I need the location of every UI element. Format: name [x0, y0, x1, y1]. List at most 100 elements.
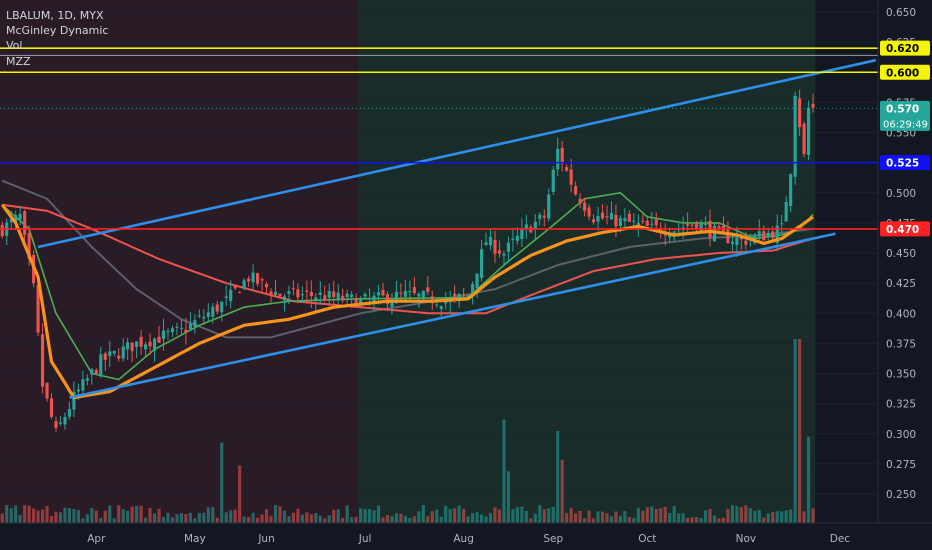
- candle-body: [511, 238, 515, 240]
- candle-body: [152, 338, 157, 351]
- candle-body: [811, 104, 815, 108]
- candle-body: [18, 213, 22, 220]
- volume-bar: [560, 459, 564, 523]
- volume-bar: [596, 511, 600, 523]
- candle-body: [233, 285, 237, 289]
- volume-bar: [323, 518, 327, 523]
- price-level-label: [880, 221, 930, 237]
- trendline-resistance[interactable]: [37, 58, 877, 249]
- volume-bar: [381, 517, 385, 523]
- time-tick-label: Aug: [453, 533, 474, 545]
- volume-histogram: [0, 339, 815, 523]
- volume-bar: [363, 508, 367, 523]
- volume-bar: [385, 515, 390, 523]
- volume-bar: [58, 512, 63, 523]
- volume-bar: [663, 506, 667, 523]
- volume-bar: [529, 518, 533, 523]
- candle-body: [345, 293, 349, 298]
- volume-bar: [511, 509, 515, 523]
- candle-body: [717, 226, 721, 228]
- price-tick-label: 0.425: [886, 278, 916, 290]
- candle-body: [609, 213, 614, 220]
- candle-body: [336, 292, 340, 300]
- indicator-mzz-label[interactable]: MZZ: [6, 55, 31, 68]
- candle-body: [730, 241, 734, 244]
- volume-bar: [345, 505, 349, 523]
- volume-bar: [506, 471, 511, 523]
- volume-bar: [753, 510, 757, 523]
- ma-grey-line: [1, 179, 814, 339]
- volume-bar: [547, 508, 551, 523]
- volume-bar: [484, 516, 488, 523]
- price-tick-label: 0.450: [886, 248, 916, 260]
- indicator-vol-label[interactable]: Vol: [6, 39, 23, 52]
- volume-bar: [569, 507, 573, 523]
- candle-body: [551, 169, 555, 192]
- candle-body: [533, 221, 537, 230]
- candle-body: [399, 292, 403, 294]
- price-level-label-text: 0.570: [886, 103, 919, 115]
- volume-bar: [757, 509, 761, 523]
- candle-body: [63, 417, 67, 425]
- candle-body: [623, 218, 627, 222]
- volume-bar: [206, 507, 210, 523]
- volume-bar: [327, 515, 331, 523]
- indicator-mcginley-label[interactable]: McGinley Dynamic: [6, 24, 109, 37]
- candle-body: [789, 174, 793, 206]
- volume-bar: [453, 508, 457, 523]
- volume-bar: [802, 511, 806, 523]
- candle-body: [278, 293, 282, 297]
- price-tick-label: 0.325: [886, 399, 916, 411]
- candle-body: [372, 295, 376, 302]
- volume-bar: [54, 511, 58, 523]
- candle-body: [166, 331, 170, 333]
- volume-bar: [233, 509, 237, 523]
- volume-bar: [497, 509, 502, 523]
- volume-bar: [394, 513, 399, 523]
- time-tick-label: Jul: [358, 533, 372, 545]
- candle-body: [130, 342, 134, 352]
- candle-body: [556, 148, 560, 170]
- volume-bar: [408, 517, 412, 523]
- volume-bar: [103, 510, 107, 523]
- volume-bar: [175, 514, 179, 523]
- volume-bar: [641, 510, 645, 523]
- candle-body: [85, 378, 89, 381]
- ma-fast-line: [1, 191, 814, 381]
- volume-bar: [305, 512, 309, 523]
- candle-body: [793, 95, 797, 177]
- candle-body: [668, 234, 672, 238]
- candle-body: [775, 225, 779, 243]
- time-tick-label: Apr: [87, 533, 106, 545]
- trendline-support[interactable]: [69, 232, 836, 399]
- candle-body: [641, 220, 645, 222]
- candle-body: [712, 225, 717, 242]
- volume-bar: [0, 513, 4, 523]
- volume-bar: [256, 517, 260, 523]
- price-level-label: [880, 40, 930, 56]
- candle-body: [412, 287, 416, 294]
- volume-bar: [471, 513, 475, 523]
- candle-body: [269, 291, 273, 295]
- volume-bar: [591, 518, 596, 523]
- volume-bar: [695, 517, 699, 523]
- candle-body: [385, 294, 390, 305]
- time-axis[interactable]: [0, 523, 932, 550]
- volume-bar: [18, 515, 22, 523]
- volume-bar: [766, 513, 770, 523]
- candle-body: [457, 293, 461, 299]
- volume-bar: [605, 513, 609, 523]
- candle-body: [193, 320, 197, 327]
- price-tick-label: 0.500: [886, 188, 916, 200]
- volume-bar: [542, 509, 546, 523]
- volume-bar: [748, 508, 752, 523]
- candle-body: [40, 334, 45, 387]
- price-tick-label: 0.250: [886, 489, 916, 501]
- candle-body: [780, 223, 784, 225]
- candle-body: [99, 354, 103, 377]
- volume-bar: [417, 511, 421, 523]
- price-axis[interactable]: [878, 0, 932, 550]
- candle-body: [359, 298, 363, 304]
- volume-bar: [735, 506, 739, 523]
